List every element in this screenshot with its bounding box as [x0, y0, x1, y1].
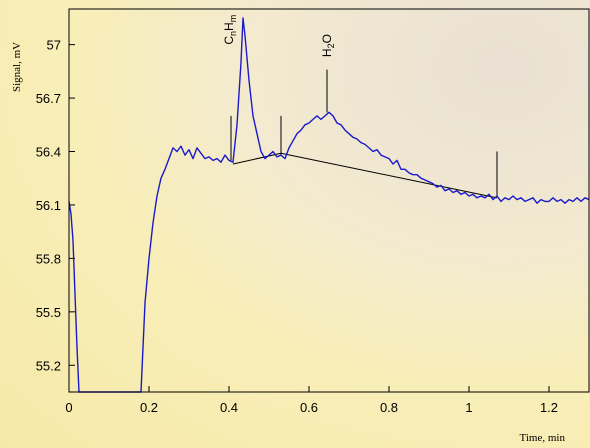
y-tick-label: 56.4 — [36, 145, 61, 160]
peak-label: H2O — [320, 34, 336, 57]
baseline-segment — [232, 152, 282, 165]
y-tick-label: 55.5 — [36, 305, 61, 320]
x-tick-label: 1 — [465, 400, 472, 415]
y-axis-ticks: 55.2 55.5 55.8 56.1 56.4 56.7 57 — [36, 38, 75, 373]
baseline-segment — [280, 152, 498, 199]
y-tick-label: 57 — [47, 38, 61, 53]
peak-label: CnHm — [222, 15, 238, 45]
x-tick-label: 0.2 — [140, 400, 158, 415]
y-tick-label: 56.1 — [36, 198, 61, 213]
plot-area: CnHm H2O — [68, 15, 590, 393]
x-tick-label: 0.8 — [380, 400, 398, 415]
x-tick-label: 0.4 — [220, 400, 238, 415]
plot-frame — [68, 8, 590, 393]
x-tick-label: 1.2 — [540, 400, 558, 415]
x-axis-label: Time, min — [520, 432, 566, 444]
x-axis-ticks: 0 0.2 0.4 0.6 0.8 1 1.2 — [65, 386, 558, 415]
y-tick-label: 56.7 — [36, 91, 61, 106]
y-tick-label: 55.2 — [36, 358, 61, 373]
x-tick-label: 0 — [65, 400, 72, 415]
signal-line — [68, 17, 590, 393]
x-tick-label: 0.6 — [300, 400, 318, 415]
y-tick-label: 55.8 — [36, 251, 61, 266]
y-axis-label: Signal, mV — [11, 42, 23, 92]
